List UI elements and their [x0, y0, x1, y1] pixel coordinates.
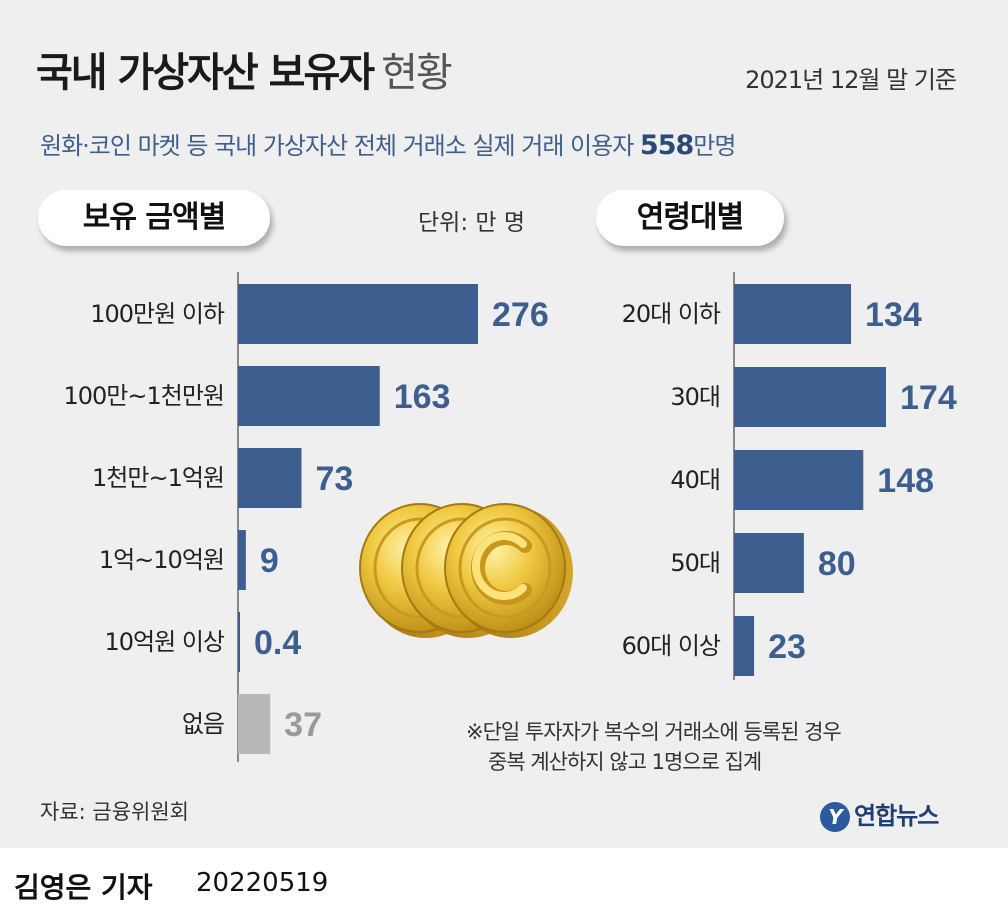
bar [734, 367, 886, 427]
footnote-line1: ※단일 투자자가 복수의 거래소에 등록된 경우 [466, 720, 842, 744]
section-label-age: 연령대별 [596, 190, 784, 246]
value-label: 9 [260, 542, 279, 580]
category-label: 50대 [670, 549, 720, 577]
bar [238, 366, 380, 426]
category-label: 30대 [670, 383, 720, 411]
subtitle-prefix: 원화·코인 마켓 등 국내 가상자산 전체 거래소 실제 거래 이용자 [40, 132, 640, 160]
value-label: 23 [768, 628, 806, 666]
reporter-name: 김영은 기자 [14, 871, 153, 904]
unit-label: 단위: 만 명 [418, 210, 526, 236]
yonhap-logo: Y 연합뉴스 [820, 796, 939, 832]
subtitle-suffix: 만명 [693, 132, 736, 160]
bar-charts: 100만원 이하 276 100만~1천만원 163 1천만~1억원 73 1억~10억원 9… [63, 272, 957, 762]
coin [444, 503, 573, 638]
source-credit: 자료: 금융위원회 [40, 800, 189, 824]
value-label: 73 [315, 460, 353, 498]
value-label: 148 [877, 462, 934, 500]
coin-icon [359, 503, 573, 638]
section-label-amount: 보유 금액별 [38, 190, 270, 246]
value-label: 80 [818, 545, 856, 583]
bar [238, 694, 271, 754]
basis-date: 2021년 12월 말 기준 [745, 66, 957, 94]
category-label: 1천만~1억원 [92, 464, 224, 492]
value-label: 174 [900, 379, 957, 417]
value-label: 134 [865, 296, 922, 334]
title-light: 현황 [381, 50, 453, 96]
category-label: 100만~1천만원 [63, 382, 224, 410]
category-label: 1억~10억원 [99, 546, 224, 574]
title-bold: 국내 가상자산 보유자 [36, 50, 375, 96]
bar [734, 616, 755, 676]
category-label: 100만원 이하 [90, 300, 225, 328]
bar [734, 284, 852, 344]
chart-age: 20대 이하 134 30대 174 40대 148 50대 80 60대 이상 23 [622, 272, 957, 680]
chart-amount: 100만원 이하 276 100만~1천만원 163 1천만~1억원 73 1억~10억원 9… [63, 272, 549, 762]
value-label: 0.4 [254, 624, 301, 662]
value-label: 276 [492, 296, 549, 334]
publish-date: 20220519 [196, 868, 329, 898]
bar [734, 533, 804, 593]
bar [238, 448, 302, 508]
logo-mark: Y [820, 802, 850, 832]
value-label: 163 [394, 378, 451, 416]
subtitle-number: 558 [639, 130, 694, 161]
category-label: 20대 이하 [622, 300, 721, 328]
category-label: 60대 이상 [622, 632, 721, 660]
logo-text: 연합뉴스 [854, 802, 939, 830]
page-title: 국내 가상자산 보유자 현황 [36, 40, 453, 98]
category-label: 10억원 이상 [105, 628, 225, 656]
bar [734, 450, 864, 510]
footnote-line2: 중복 계산하지 않고 1명으로 집계 [488, 750, 762, 774]
category-label: 없음 [182, 710, 224, 738]
bar [238, 530, 246, 590]
bar [238, 612, 240, 672]
footer-bar [0, 848, 1008, 907]
subtitle: 원화·코인 마켓 등 국내 가상자산 전체 거래소 실제 거래 이용자 558만… [40, 126, 736, 161]
category-label: 40대 [670, 466, 720, 494]
value-label: 37 [284, 706, 322, 744]
bar [238, 284, 478, 344]
